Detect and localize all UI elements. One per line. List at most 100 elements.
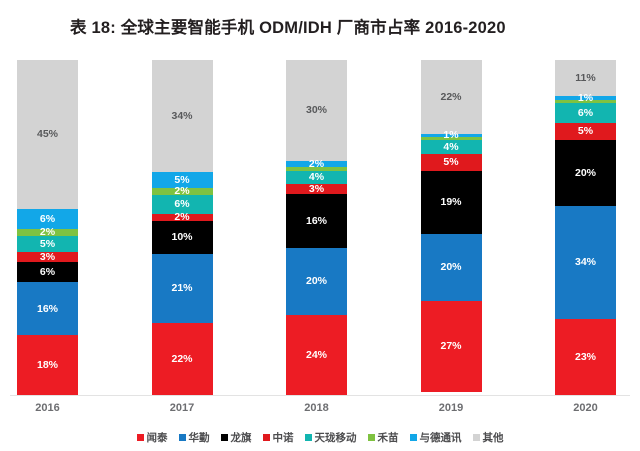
bar-segment: 34% — [151, 60, 213, 172]
segment-value-label: 2% — [39, 226, 56, 239]
bar-segment: 30% — [286, 60, 347, 161]
bar-segment: 20% — [420, 234, 482, 302]
legend-swatch-icon — [220, 433, 228, 441]
x-axis-tick-2019: 2019 — [438, 402, 464, 414]
legend-item-4[interactable]: 天珑移动 — [304, 430, 357, 445]
bar-segment: 3% — [17, 251, 78, 264]
legend-label: 华勤 — [188, 431, 210, 444]
legend-item-0[interactable]: 闻泰 — [136, 430, 168, 445]
segment-value-label: 2% — [308, 157, 325, 170]
segment-value-label: 30% — [305, 104, 327, 116]
x-axis-tick-2020: 2020 — [573, 402, 598, 414]
legend-swatch-icon — [262, 433, 270, 441]
bar-segment: 21% — [151, 253, 213, 323]
bar-segment: 3% — [286, 184, 347, 194]
legend-swatch-icon — [178, 433, 186, 441]
bar-segment: 2% — [17, 226, 78, 239]
bar-segment: 27% — [420, 301, 482, 392]
segment-value-label: 20% — [440, 261, 462, 274]
legend-swatch-icon — [472, 433, 480, 441]
segment-value-label: 3% — [39, 251, 56, 264]
segment-value-label: 22% — [440, 90, 462, 103]
stacked-bar: 22% 1% 4% 5% 19% 20% 27% — [420, 60, 482, 395]
segment-value-label: 6% — [577, 106, 594, 119]
x-axis-baseline — [10, 395, 630, 396]
plot-area: 45% 6% 2% 5% 3% 6% 16% 18% 34% 5% 2% 6% 2% 10% 21% 22% 3… — [0, 60, 640, 396]
segment-value-label: 18% — [36, 358, 58, 371]
legend-label: 禾苗 — [377, 431, 399, 444]
bar-segment: 22% — [151, 322, 213, 396]
bar-segment: 6% — [555, 103, 616, 124]
legend-swatch-icon — [409, 433, 417, 441]
legend-item-3[interactable]: 中诺 — [262, 430, 294, 445]
bar-segment: 1% — [420, 130, 482, 140]
bar-group-2018: 30% 2% 4% 3% 16% 20% 24% — [286, 60, 347, 395]
bar-segment — [286, 167, 347, 171]
legend-label: 龙旗 — [230, 431, 252, 444]
bar-segment: 18% — [17, 335, 78, 396]
segment-value-label: 5% — [443, 155, 459, 168]
legend-swatch-icon — [304, 433, 312, 441]
legend-swatch-icon — [136, 433, 144, 441]
bar-segment: 5% — [555, 123, 616, 140]
x-axis-tick-2018: 2018 — [304, 402, 329, 414]
bar-segment: 16% — [286, 193, 347, 248]
chart-legend: 闻泰 华勤 龙旗 中诺 天珑移动 禾苗 与德通讯 其他 — [0, 428, 640, 446]
bar-segment: 6% — [17, 209, 78, 230]
bar-segment: 22% — [420, 60, 482, 134]
bar-segment: 6% — [151, 194, 213, 215]
segment-value-label: 16% — [305, 214, 327, 227]
bar-group-2019: 22% 1% 4% 5% 19% 20% 27% — [420, 60, 482, 395]
legend-item-5[interactable]: 禾苗 — [367, 430, 399, 445]
bar-segment: 20% — [286, 247, 347, 315]
legend-label: 中诺 — [272, 431, 294, 444]
segment-value-label: 1% — [443, 129, 459, 142]
segment-value-label: 21% — [171, 282, 193, 295]
bar-segment: 2% — [286, 157, 347, 170]
legend-item-6[interactable]: 与德通讯 — [409, 430, 462, 445]
legend-item-2[interactable]: 龙旗 — [220, 430, 252, 445]
stacked-bar: 30% 2% 4% 3% 16% 20% 24% — [286, 60, 347, 395]
segment-value-label: 16% — [36, 302, 58, 315]
bar-segment: 34% — [555, 205, 616, 319]
legend-label: 天珑移动 — [314, 431, 357, 444]
bar-segment: 5% — [420, 153, 482, 171]
segment-value-label: 34% — [171, 109, 193, 122]
segment-value-label: 22% — [171, 352, 193, 365]
segment-value-label: 3% — [308, 182, 325, 195]
segment-value-label: 2% — [174, 211, 190, 224]
bar-segment: 5% — [17, 235, 78, 253]
bar-segment — [420, 137, 482, 141]
segment-value-label: 2% — [174, 185, 190, 198]
bar-segment: 24% — [286, 314, 347, 395]
segment-value-label: 6% — [174, 198, 190, 211]
legend-item-7[interactable]: 其他 — [472, 430, 504, 445]
bar-segment: 45% — [17, 60, 78, 210]
bar-segment: 6% — [17, 262, 78, 283]
legend-label: 闻泰 — [146, 431, 168, 444]
bar-segment: 23% — [555, 318, 616, 395]
bar-segment: 1% — [555, 93, 616, 103]
page-title: 表 18: 全球主要智能手机 ODM/IDH 厂商市占率 2016-2020 — [70, 19, 506, 37]
bar-segment: 20% — [555, 139, 616, 206]
stacked-bar: 11% 1% 6% 5% 20% 34% 23% — [555, 60, 616, 395]
x-axis-tick-2017: 2017 — [169, 402, 195, 414]
legend-label: 与德通讯 — [419, 431, 462, 444]
bar-segment: 10% — [151, 221, 213, 254]
bar-group-2017: 34% 5% 2% 6% 2% 10% 21% 22% — [151, 60, 213, 396]
x-axis-tick-2016: 2016 — [35, 402, 60, 414]
bar-segment: 16% — [17, 282, 78, 336]
segment-value-label: 5% — [174, 173, 190, 186]
segment-value-label: 23% — [574, 350, 596, 363]
segment-value-label: 5% — [577, 125, 594, 138]
segment-value-label: 1% — [577, 91, 594, 104]
bar-segment: 5% — [151, 171, 213, 188]
stacked-bar: 45% 6% 2% 5% 3% 6% 16% 18% — [17, 60, 78, 396]
bar-group-2016: 45% 6% 2% 5% 3% 6% 16% 18% — [17, 60, 78, 396]
segment-value-label: 10% — [171, 231, 193, 244]
bar-segment: 2% — [151, 211, 213, 224]
legend-item-1[interactable]: 华勤 — [178, 430, 210, 445]
legend-swatch-icon — [367, 433, 375, 441]
bar-segment: 4% — [420, 140, 482, 154]
